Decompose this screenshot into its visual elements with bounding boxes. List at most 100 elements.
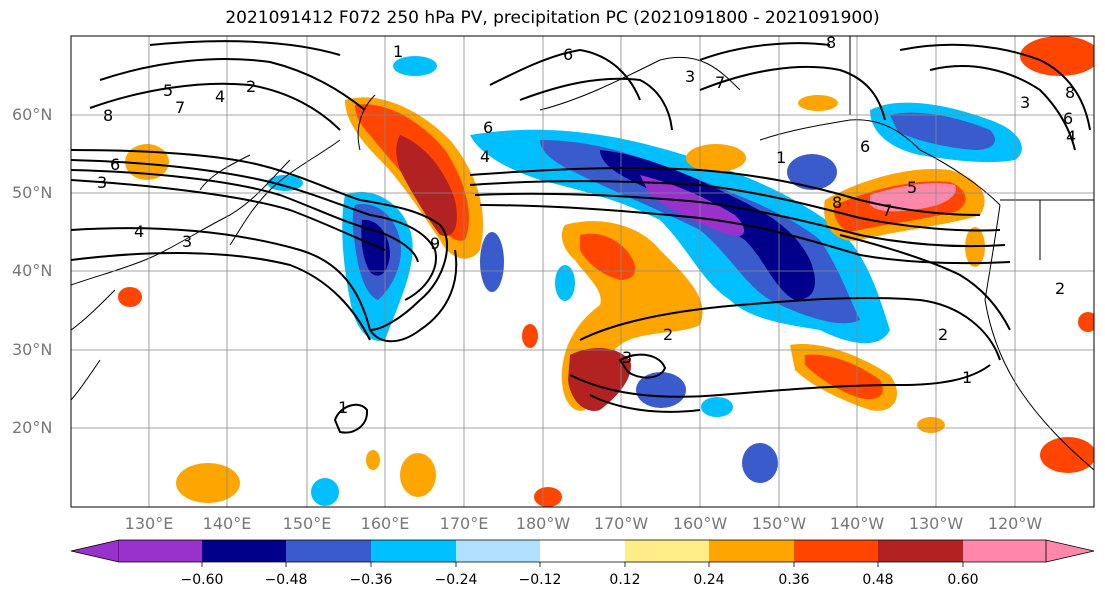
patch-9 (798, 95, 838, 111)
contour-label-6-northeast: 6 (1063, 109, 1073, 128)
contour-label-9-trough: 9 (430, 234, 440, 253)
pv-contours (71, 40, 1091, 434)
colorbar-tick-label: 0.12 (609, 572, 641, 588)
patch-12 (917, 417, 945, 433)
contour-label-7-north: 7 (715, 73, 725, 92)
colorbar-segment (625, 540, 709, 562)
colorbar-tick-label: −0.48 (264, 572, 308, 588)
colorbar-outline (119, 539, 1046, 563)
colorbar-tick-label: 0.24 (693, 572, 725, 588)
colorbar-right-arrow (1045, 539, 1095, 563)
colorbar (70, 539, 1095, 567)
contour-label-3-subtropical: 3 (622, 348, 632, 367)
contour-label-1-north: 1 (393, 42, 403, 61)
patch-5 (555, 265, 575, 301)
contour-label-7-west: 7 (175, 98, 185, 117)
colorbar-tick-label: 0.60 (947, 572, 979, 588)
contour-label-3-north-central: 3 (685, 67, 695, 86)
lat-label-40n: 40°N (12, 261, 53, 280)
contour-label-8-north: 8 (826, 33, 836, 52)
colorbar-tick-label: −0.60 (180, 572, 224, 588)
lon-label-150e: 150°E (282, 514, 332, 533)
lon-label-170w: 170°W (593, 514, 649, 533)
colorbar-segment (456, 540, 540, 562)
colorbar-tick-label: −0.12 (518, 572, 562, 588)
patch-1 (393, 56, 437, 76)
lon-label-170e: 170°E (439, 514, 489, 533)
lon-label-180w: 180°W (515, 514, 571, 533)
patch-21 (701, 397, 733, 417)
contour-label-1-east-south: 1 (962, 368, 972, 387)
patch-10 (1020, 36, 1094, 76)
patch-23 (267, 175, 303, 191)
contour-label-2-east: 2 (938, 325, 948, 344)
map-title: 2021091412 F072 250 hPa PV, precipitatio… (225, 8, 880, 28)
patch-20 (534, 487, 562, 507)
contour-label-4-northeast: 4 (1066, 127, 1076, 146)
contour-label-2-subtropical: 2 (663, 325, 673, 344)
lon-label-140e: 140°E (202, 514, 252, 533)
lat-label-60n: 60°N (12, 105, 53, 124)
contour-label-1-southwest: 1 (338, 398, 348, 417)
colorbar-tick-label: −0.36 (349, 572, 393, 588)
central-pacific-positive-inner (580, 233, 636, 280)
colorbar-segment (286, 540, 371, 562)
colorbar-tick-label: 0.36 (778, 572, 810, 588)
colorbar-segment (709, 540, 794, 562)
contour-label-6-far-north: 6 (563, 45, 573, 64)
precip-shading (118, 36, 1094, 507)
contour-label-1-east: 1 (776, 148, 786, 167)
subtropical-positive-core (568, 348, 631, 411)
colorbar-segment (963, 540, 1046, 562)
lon-label-150w: 150°W (751, 514, 807, 533)
contour-label-5-west: 5 (163, 81, 173, 100)
patch-14 (400, 453, 436, 497)
map-frame (70, 35, 1095, 508)
lon-label-160w: 160°W (672, 514, 728, 533)
contour-label-6-central: 6 (483, 118, 493, 137)
lon-label-120w: 120°W (987, 514, 1043, 533)
patch-7 (686, 144, 746, 172)
contour-label-3-south: 3 (182, 232, 192, 251)
patch-16 (366, 450, 380, 470)
contour-label-3-west: 3 (97, 173, 107, 192)
colorbar-segment (371, 540, 456, 562)
lon-label-160e: 160°E (360, 514, 410, 533)
patch-18 (742, 443, 778, 483)
contour-label-4-central: 4 (480, 147, 490, 166)
lat-label-30n: 30°N (12, 340, 53, 359)
patch-6 (636, 372, 686, 408)
lon-label-140w: 140°W (829, 514, 885, 533)
contour-label-8-west: 8 (103, 106, 113, 125)
patch-19 (522, 324, 538, 348)
colorbar-tick-label: −0.24 (434, 572, 478, 588)
lat-label-20n: 20°N (12, 418, 53, 437)
colorbar-segment (878, 540, 963, 562)
patch-8 (787, 154, 837, 190)
contour-label-2-west: 2 (246, 77, 256, 96)
contour-label-group: 8 7 5 4 2 6 3 4 3 1 6 4 9 8 7 1 6 8 7 5 … (97, 33, 1076, 417)
contour-label-2-far-east: 2 (1055, 279, 1065, 298)
lat-label-50n: 50°N (12, 183, 53, 202)
colorbar-segment (202, 540, 286, 562)
coastlines (71, 36, 1094, 471)
contour-label-8-northeast: 8 (1065, 83, 1075, 102)
patch-13 (1040, 437, 1094, 473)
contour-label-3-northeast: 3 (1020, 93, 1030, 112)
lon-label-130w: 130°W (908, 514, 964, 533)
contour-label-6-west: 6 (110, 155, 120, 174)
patch-22 (1078, 312, 1094, 332)
contour-label-5-east: 5 (907, 178, 917, 197)
ne-pacific-positive-core (870, 183, 956, 212)
patch-17 (176, 463, 240, 503)
contour-label-4-south: 4 (134, 222, 144, 241)
patch-3 (118, 287, 142, 307)
gulf-alaska-negative-inner (890, 112, 995, 150)
colorbar-left-arrow (70, 539, 120, 563)
colorbar-segment (119, 540, 202, 562)
gridlines (71, 36, 1094, 507)
contour-label-7-east: 7 (882, 201, 892, 220)
patch-4 (480, 232, 504, 292)
colorbar-segment (794, 540, 878, 562)
